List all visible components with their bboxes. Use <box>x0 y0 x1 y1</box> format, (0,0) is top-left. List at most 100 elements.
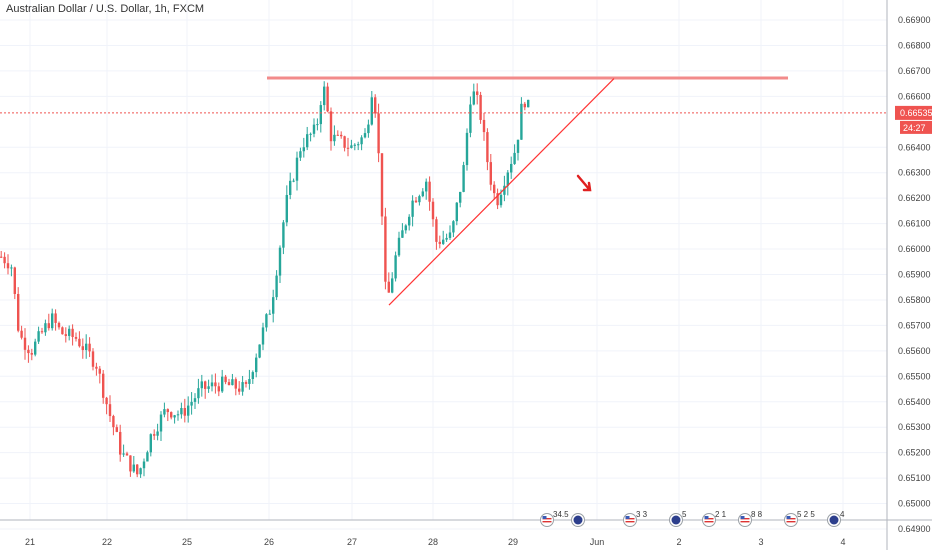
us-flag-stripe <box>542 521 552 523</box>
us-flag-stripe <box>704 521 714 523</box>
y-tick-label: 0.66600 <box>898 91 931 101</box>
candle-body <box>520 103 523 140</box>
candle-body <box>61 327 64 335</box>
candle-body <box>408 216 411 226</box>
candle-body <box>435 219 438 242</box>
y-tick-label: 0.64900 <box>898 524 931 534</box>
candle-body <box>302 147 305 152</box>
candle-body <box>27 349 30 354</box>
candle-body <box>496 193 499 206</box>
candle-body <box>459 191 462 203</box>
y-tick-label: 0.65900 <box>898 270 931 280</box>
candle-body <box>316 124 319 126</box>
candle-body <box>411 200 414 217</box>
candle-body <box>170 412 173 418</box>
candle-body <box>30 353 33 355</box>
event-label: 34.5 <box>553 510 569 519</box>
candle-body <box>193 398 197 402</box>
candle-body <box>445 237 448 240</box>
candle-body <box>482 119 486 133</box>
candle-body <box>516 139 520 153</box>
candle-body <box>10 267 13 269</box>
y-tick-label: 0.66700 <box>898 66 931 76</box>
candle-body <box>17 293 20 331</box>
trendline <box>388 78 615 306</box>
candle-body <box>292 180 295 182</box>
y-tick-label: 0.65700 <box>898 320 931 330</box>
candle-body <box>57 322 61 328</box>
candle-body <box>71 328 74 337</box>
candle-body <box>98 368 101 374</box>
candle-body <box>146 452 149 462</box>
candle-body <box>47 323 50 329</box>
us-flag-icon <box>784 513 798 527</box>
candle-body <box>377 113 380 154</box>
x-tick-label: 21 <box>25 537 35 547</box>
candle-body <box>374 97 377 114</box>
candle-body <box>380 153 384 217</box>
candle-body <box>74 336 78 339</box>
candle-body <box>44 323 47 333</box>
candle-body <box>37 331 40 342</box>
candle-body <box>387 281 390 293</box>
candle-body <box>421 191 424 197</box>
candle-body <box>244 382 248 384</box>
au-flag-field <box>573 515 583 525</box>
candle-body <box>241 382 244 392</box>
candle-body <box>353 144 356 146</box>
y-tick-label: 0.65300 <box>898 422 931 432</box>
candle-body <box>204 381 207 389</box>
us-flag-stripe <box>786 518 796 520</box>
us-flag-stripe <box>704 518 714 520</box>
candle-body <box>431 201 435 220</box>
candle-body <box>476 91 479 95</box>
candle-body <box>176 414 180 416</box>
y-tick-label: 0.65600 <box>898 346 931 356</box>
candle-body <box>6 263 10 269</box>
candle-body <box>326 86 329 112</box>
candle-body <box>64 334 67 336</box>
candle-body <box>323 86 326 106</box>
event-label: 8 8 <box>751 510 763 519</box>
candle-body <box>190 401 193 406</box>
candle-body <box>122 453 125 455</box>
candle-body <box>78 338 81 347</box>
candle-body <box>469 104 472 133</box>
candle-body <box>85 343 88 351</box>
candle-body <box>350 145 353 148</box>
x-tick-label: 25 <box>182 537 192 547</box>
x-tick-label: Jun <box>590 537 605 547</box>
candle-body <box>173 415 176 418</box>
candle-body <box>40 331 44 333</box>
candle-body <box>183 408 186 416</box>
candle-body <box>68 328 71 336</box>
candle-body <box>207 386 210 389</box>
x-tick-label: 26 <box>264 537 274 547</box>
candle-body <box>258 344 261 358</box>
candle-body <box>187 405 190 416</box>
candle-body <box>499 194 503 206</box>
candle-body <box>486 132 489 163</box>
candle-body <box>136 464 139 475</box>
candle-body <box>360 137 363 145</box>
candle-body <box>125 453 129 456</box>
candle-body <box>129 455 132 472</box>
candle-body <box>438 241 441 244</box>
candle-body <box>272 297 275 314</box>
candle-body <box>238 388 241 392</box>
candle-body <box>404 225 407 231</box>
candle-body <box>367 124 370 134</box>
candle-body <box>418 196 421 203</box>
y-tick-label: 0.65100 <box>898 473 931 483</box>
candle-body <box>119 431 122 455</box>
x-tick-label: 3 <box>758 537 763 547</box>
candle-body <box>265 314 268 328</box>
candle-body <box>108 404 112 417</box>
down-arrow-icon <box>576 174 592 192</box>
x-tick-label: 27 <box>347 537 357 547</box>
event-label: 2 1 <box>715 510 727 519</box>
candle-body <box>319 105 322 125</box>
us-flag-stripe <box>625 518 635 520</box>
candle-body <box>139 468 142 475</box>
